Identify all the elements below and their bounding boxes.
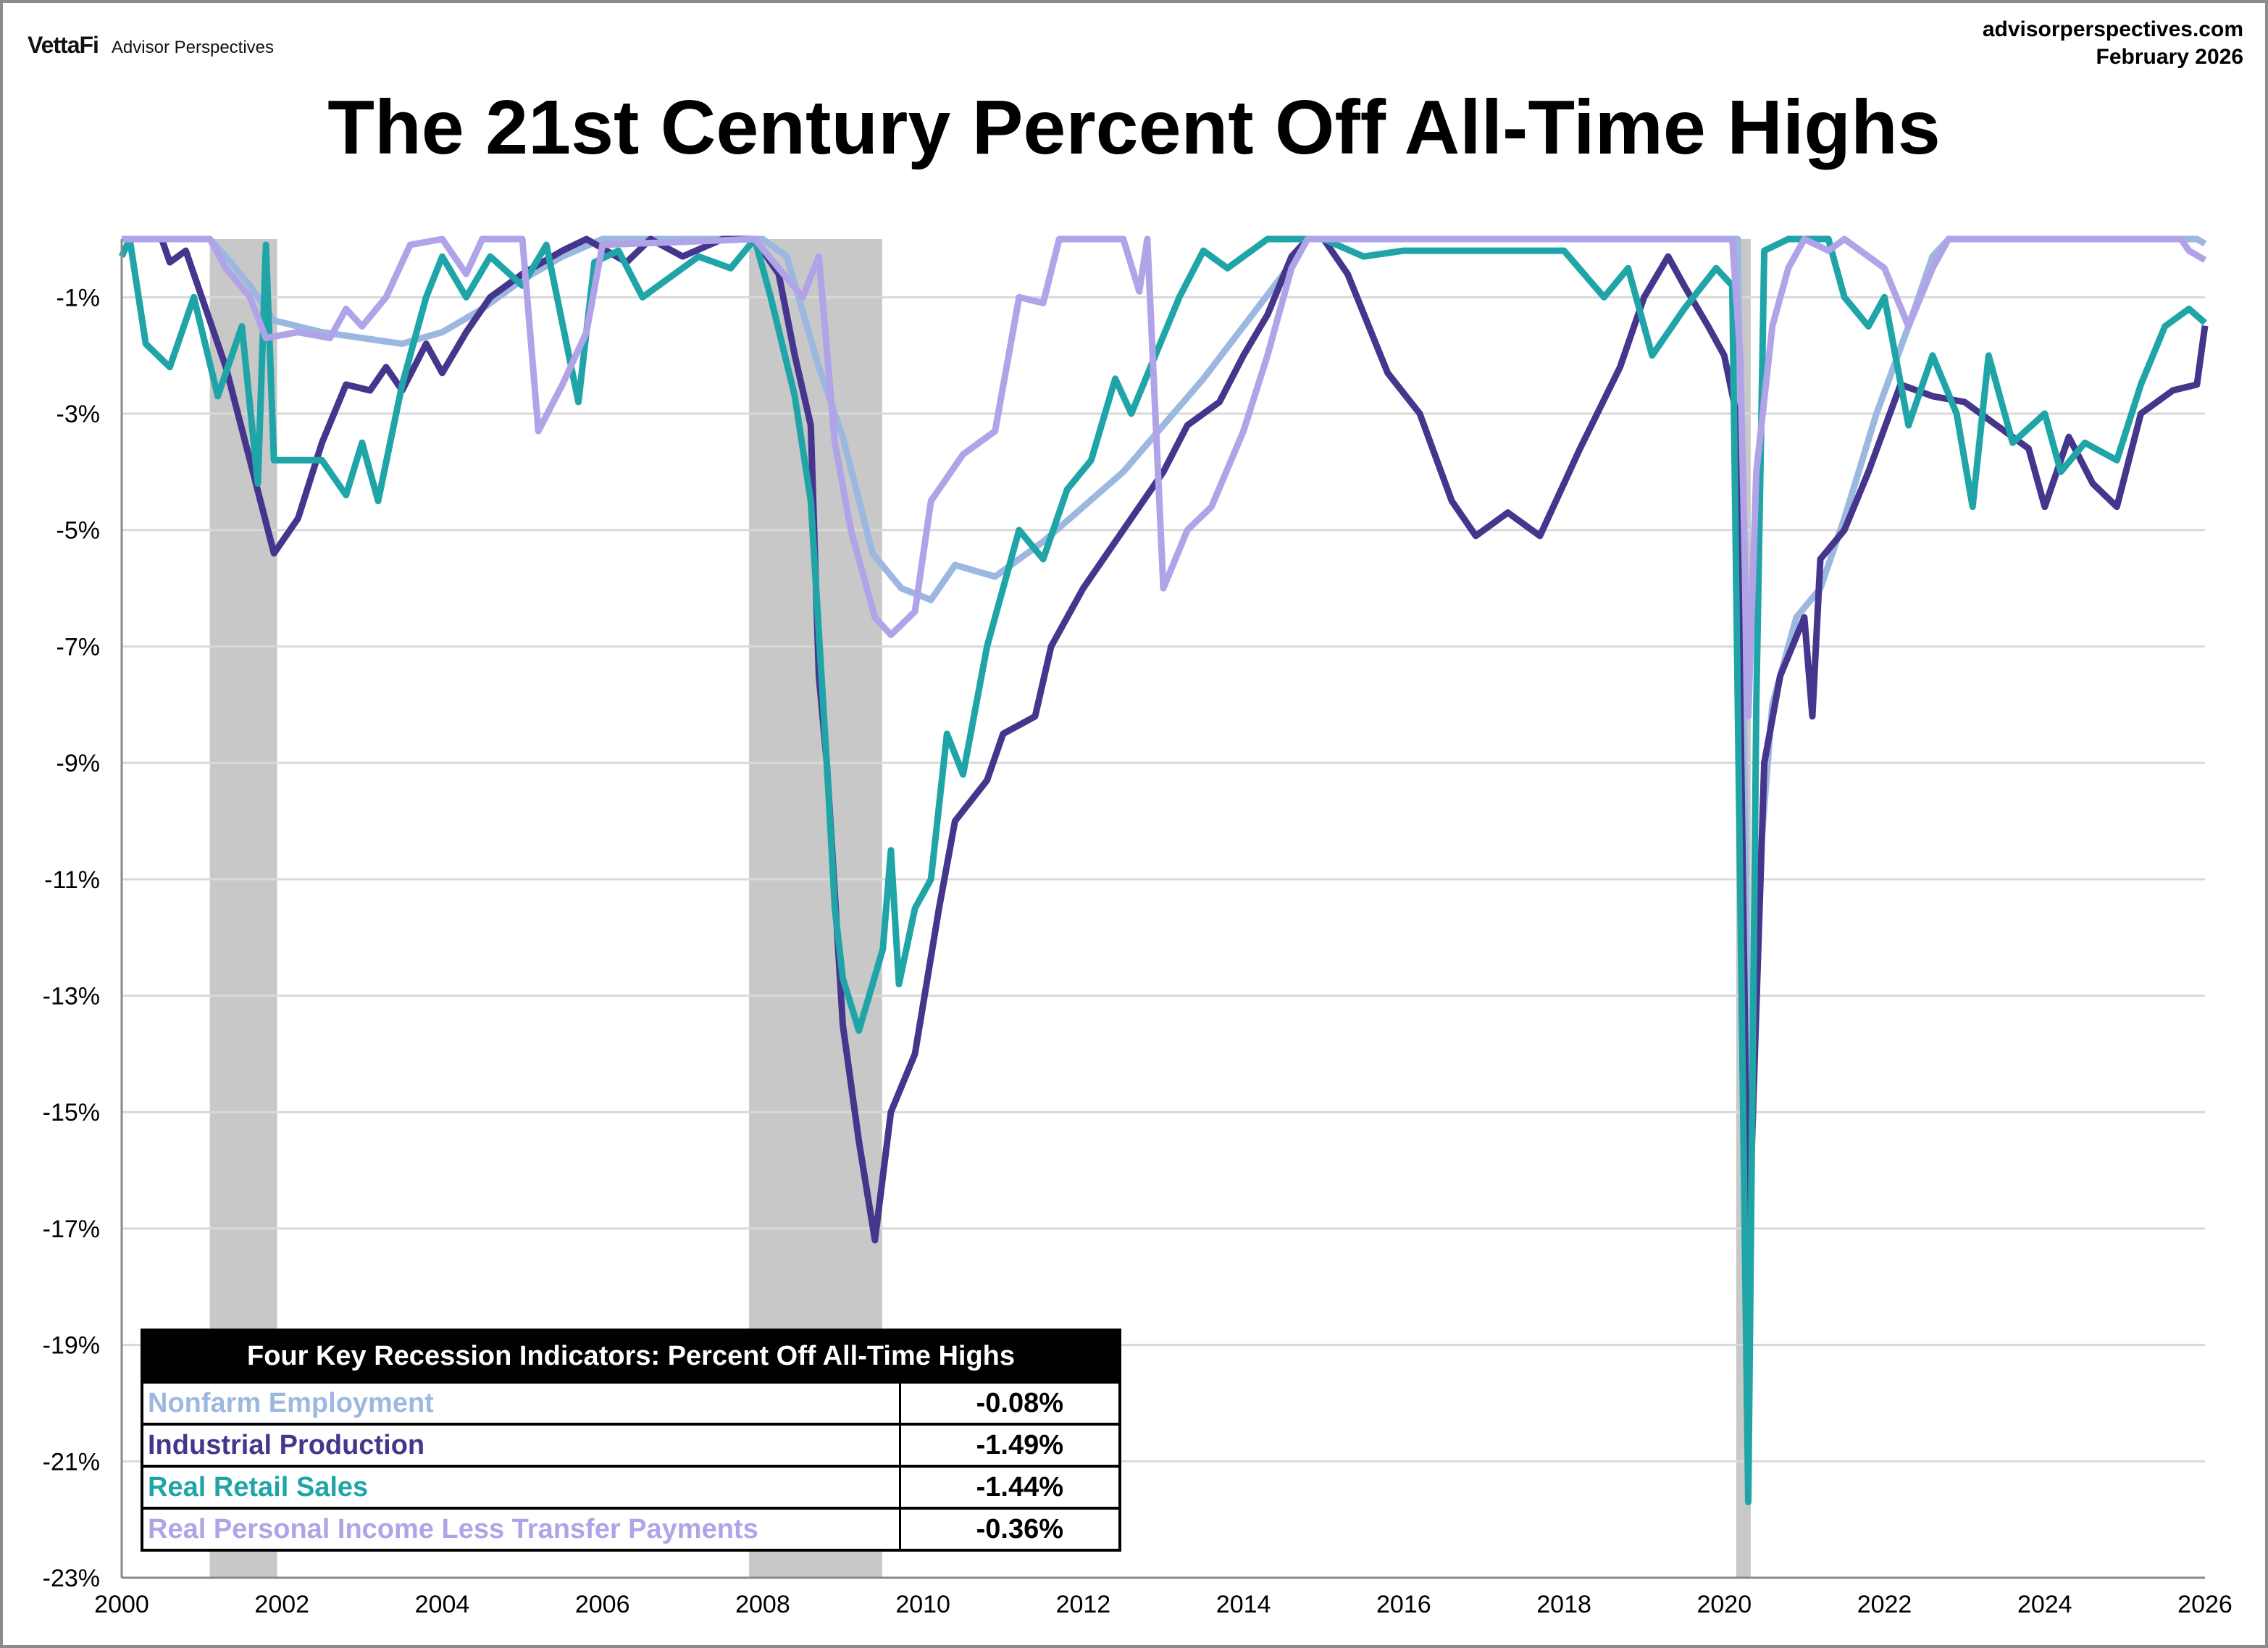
y-tick-label: -3% <box>57 401 100 428</box>
y-tick-label: -9% <box>57 750 100 777</box>
x-tick-label: 2002 <box>254 1591 309 1618</box>
publish-date: February 2026 <box>2096 45 2243 69</box>
x-tick-label: 2018 <box>1536 1591 1591 1618</box>
y-tick-label: -21% <box>43 1448 100 1476</box>
x-tick-label: 2006 <box>575 1591 630 1618</box>
y-tick-label: -1% <box>57 284 100 311</box>
x-tick-label: 2000 <box>94 1591 149 1618</box>
legend-label: Real Personal Income Less Transfer Payme… <box>143 1510 901 1549</box>
chart-title: The 21st Century Percent Off All-Time Hi… <box>327 85 1941 170</box>
source-info: advisorperspectives.com February 2026 <box>1983 16 2243 71</box>
y-tick-label: -15% <box>43 1099 100 1126</box>
legend-value: -0.08% <box>976 1388 1063 1418</box>
site-url: advisorperspectives.com <box>1982 17 2243 41</box>
x-tick-label: 2014 <box>1216 1591 1271 1618</box>
y-tick-label: -5% <box>57 517 100 545</box>
legend-row-nonfarm: Nonfarm Employment -0.08% <box>143 1381 1118 1423</box>
legend-value: -0.36% <box>976 1514 1063 1544</box>
series-line-real-personal-income-less-transfer-payments <box>122 235 2207 720</box>
x-tick-label: 2024 <box>2017 1591 2072 1618</box>
legend-value: -1.44% <box>976 1472 1063 1502</box>
series-line-industrial-production <box>122 235 2209 1261</box>
x-tick-label: 2004 <box>415 1591 470 1618</box>
legend-label: Nonfarm Employment <box>143 1384 901 1423</box>
x-tick-label: 2012 <box>1056 1591 1111 1618</box>
x-tick-label: 2010 <box>895 1591 950 1618</box>
x-tick-label: 2008 <box>735 1591 790 1618</box>
line-chart: -1% -3% -5% -7% -9% -11% -13% -15% -17% -19% -21% -… <box>43 235 2233 1618</box>
x-tick-label: 2022 <box>1857 1591 1912 1618</box>
legend-title: Four Key Recession Indicators: Percent O… <box>143 1331 1118 1381</box>
legend-row-industrial: Industrial Production -1.49% <box>143 1423 1118 1465</box>
legend-row-income: Real Personal Income Less Transfer Payme… <box>143 1507 1118 1549</box>
x-tick-label: 2020 <box>1696 1591 1752 1618</box>
y-tick-label: -23% <box>43 1565 100 1592</box>
y-tick-label: -7% <box>57 633 100 661</box>
x-tick-label: 2026 <box>2177 1591 2233 1618</box>
legend-value: -1.49% <box>976 1430 1063 1460</box>
legend-label: Real Retail Sales <box>143 1468 901 1507</box>
legend-table: Four Key Recession Indicators: Percent O… <box>141 1329 1121 1552</box>
logo-subtitle: Advisor Perspectives <box>111 38 275 57</box>
y-tick-label: -19% <box>43 1332 100 1360</box>
y-tick-label: -11% <box>44 866 100 894</box>
series-line-nonfarm-employment <box>122 235 2207 1087</box>
vettafi-logo: VettaFi Advisor Perspectives <box>28 32 274 59</box>
series-lines <box>118 235 2209 1505</box>
x-tick-label: 2016 <box>1376 1591 1431 1618</box>
series-line-real-retail-sales <box>118 235 2207 1505</box>
axes: -1% -3% -5% -7% -9% -11% -13% -15% -17% -19% -21% -… <box>43 239 2233 1618</box>
logo-brand: VettaFi <box>28 32 99 58</box>
legend-row-retail: Real Retail Sales -1.44% <box>143 1465 1118 1507</box>
y-tick-label: -13% <box>43 983 100 1011</box>
y-tick-label: -17% <box>43 1216 100 1243</box>
legend-label: Industrial Production <box>143 1426 901 1465</box>
